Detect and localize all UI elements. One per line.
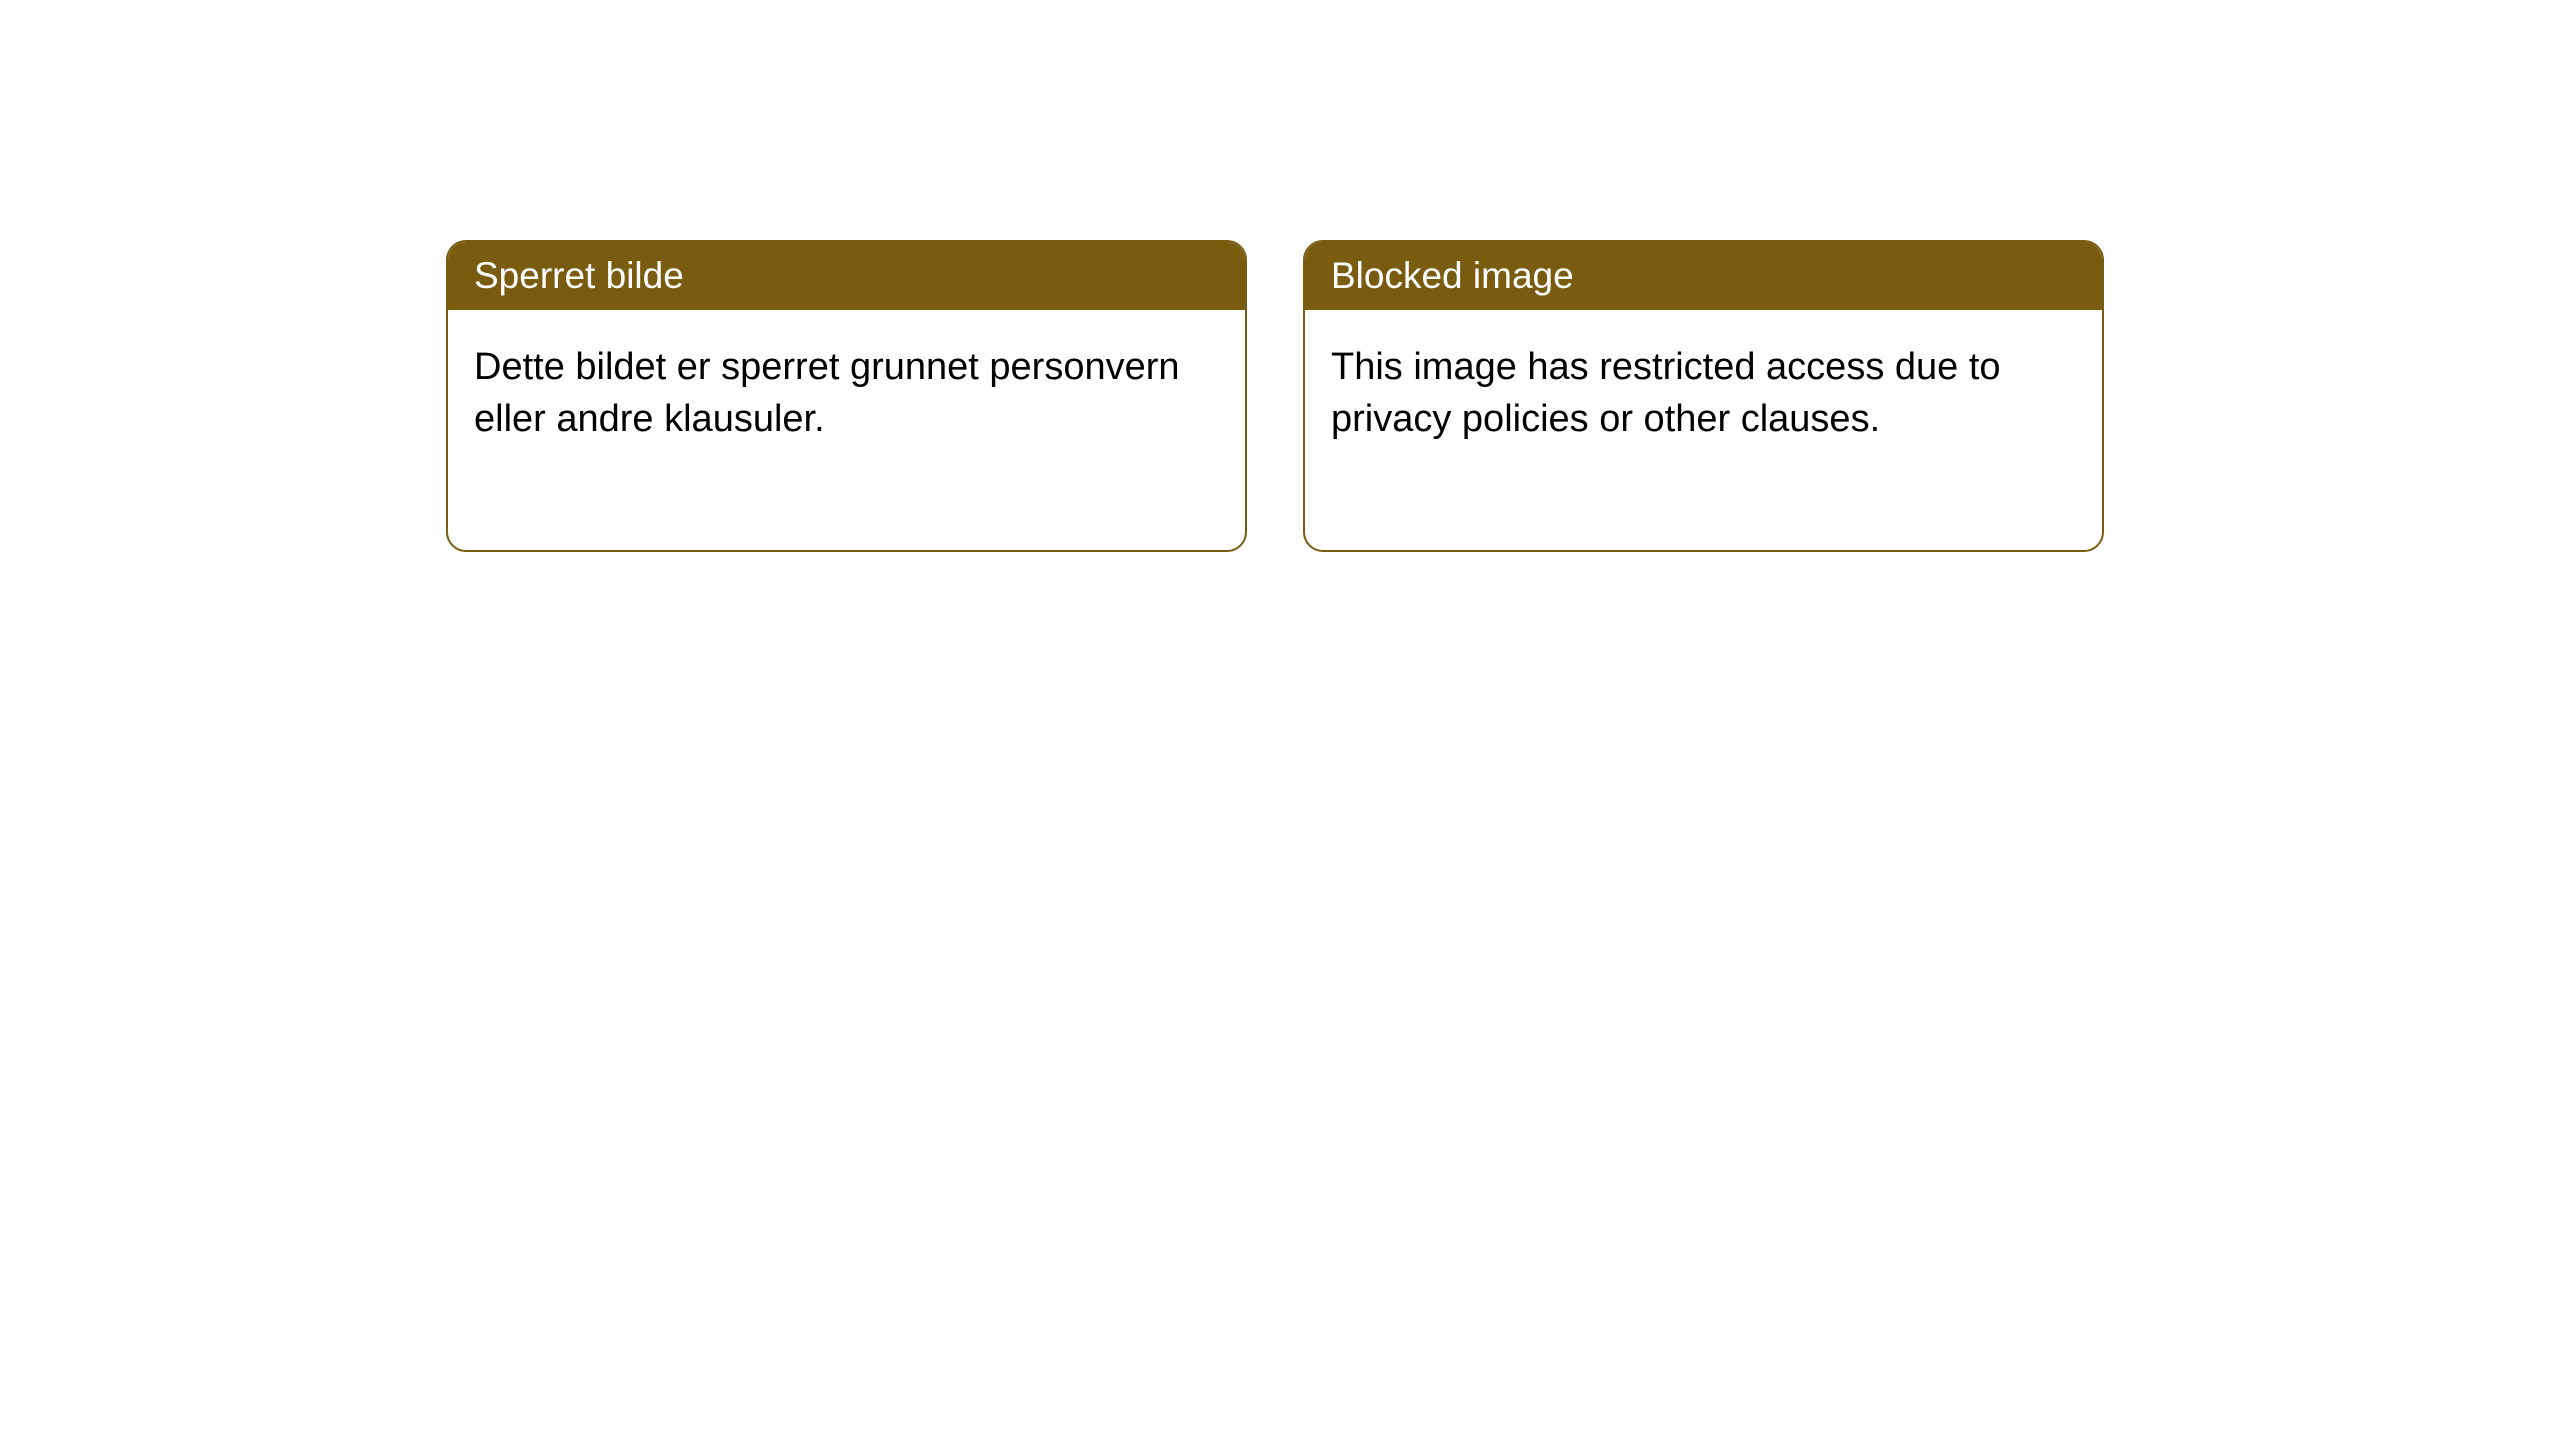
notice-card-body: This image has restricted access due to … [1305,310,2102,550]
notice-card-title: Blocked image [1305,242,2102,310]
notice-card-norwegian: Sperret bilde Dette bildet er sperret gr… [446,240,1247,552]
notice-card-english: Blocked image This image has restricted … [1303,240,2104,552]
notice-card-body: Dette bildet er sperret grunnet personve… [448,310,1245,550]
notice-card-title: Sperret bilde [448,242,1245,310]
notice-container: Sperret bilde Dette bildet er sperret gr… [0,0,2560,552]
